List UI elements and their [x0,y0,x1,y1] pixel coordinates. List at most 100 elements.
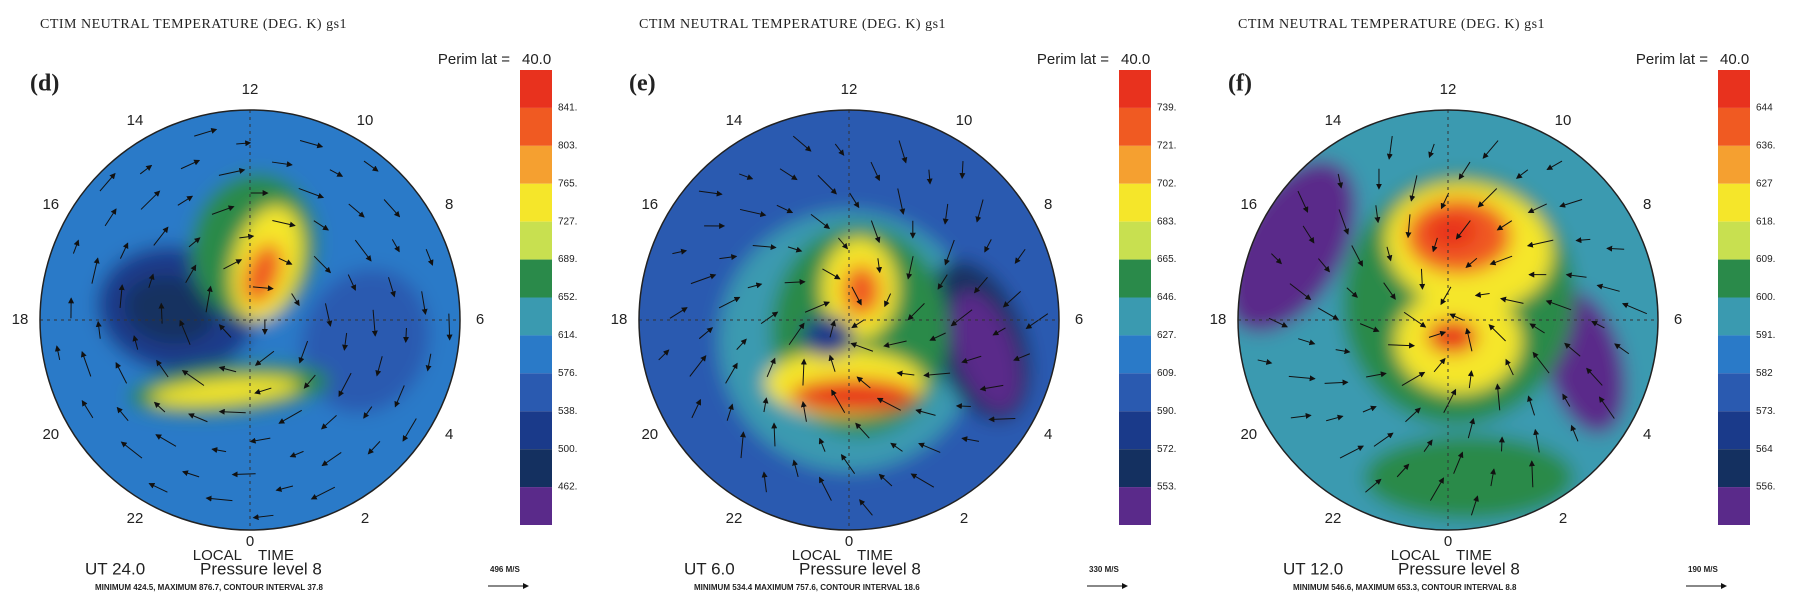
colorbar-label: 721. [1157,140,1176,151]
contour-region [790,379,916,413]
colorbar-label: 609. [1157,368,1176,379]
hour-label: 0 [845,533,853,550]
hour-label: 10 [956,112,973,129]
contour-region [1427,215,1477,249]
colorbar-label: 841. [558,103,577,114]
hour-label: 6 [476,311,484,328]
pressure-label: Pressure level 8 [1398,559,1520,578]
hour-label: 22 [127,510,144,527]
hour-label: 16 [1240,196,1257,213]
colorbar-label: 553. [1157,482,1176,493]
hour-label: 16 [42,196,59,213]
colorbar-label: 727. [558,216,577,227]
hour-label: 0 [246,533,254,550]
colorbar-label: 591. [1756,330,1775,341]
colorbar-swatch [1718,184,1750,222]
panel-label: (e) [629,71,656,97]
hour-label: 2 [361,510,369,527]
colorbar-swatch [1718,146,1750,184]
colorbar-swatch [1718,260,1750,298]
colorbar-label: 739. [1157,103,1176,114]
hour-label: 20 [641,426,658,443]
colorbar-label: 646. [1157,292,1176,303]
speed-label: 496 M/S [490,565,520,574]
perim-label: Perim lat = [438,51,510,68]
colorbar-swatch [1119,260,1151,298]
colorbar-swatch [1718,108,1750,146]
polar-field [1198,89,1679,551]
stats-label: MINIMUM 546.6, MAXIMUM 653.3, CONTOUR IN… [1293,583,1517,592]
stats-label: MINIMUM 424.5, MAXIMUM 876.7, CONTOUR IN… [95,583,323,592]
colorbar-swatch [1119,411,1151,449]
hour-label: 4 [1044,426,1052,443]
hour-label: 6 [1075,311,1083,328]
colorbar-label: 636. [1756,140,1775,151]
colorbar-swatch [520,260,552,298]
hour-label: 12 [242,81,259,98]
colorbar-swatch [1119,108,1151,146]
perim-value: 40.0 [1121,51,1150,68]
colorbar-label: 576. [558,368,577,379]
hour-label: 20 [1240,426,1257,443]
colorbar-label: 582 [1756,368,1773,379]
hour-label: 22 [1325,510,1342,527]
colorbar-swatch [1718,411,1750,449]
colorbar-label: 609. [1756,254,1775,265]
contour-region [843,265,881,315]
hour-label: 12 [1440,81,1457,98]
perim-label: Perim lat = [1636,51,1708,68]
wind-arrow [406,328,407,342]
panel: CTIM NEUTRAL TEMPERATURE (DEG. K) gs1(f)… [1198,17,1776,592]
colorbar-label: 689. [558,254,577,265]
hour-label: 14 [1325,112,1342,129]
colorbar-label: 564 [1756,444,1773,455]
colorbar-label: 572. [1157,444,1176,455]
hour-label: 0 [1444,533,1452,550]
ut-label: UT 6.0 [684,559,735,578]
stats-label: MINIMUM 534.4 MAXIMUM 757.6, CONTOUR INT… [694,583,920,592]
colorbar-label: 556. [1756,482,1775,493]
contour-region [803,316,853,358]
colorbar-label: 462. [558,482,577,493]
hour-label: 18 [611,311,628,328]
colorbar-swatch [1119,146,1151,184]
hour-label: 22 [726,510,743,527]
colorbar-label: 627. [1157,330,1176,341]
colorbar-swatch [1119,70,1151,108]
panel-title: CTIM NEUTRAL TEMPERATURE (DEG. K) gs1 [40,17,347,32]
hour-label: 6 [1674,311,1682,328]
colorbar-swatch [1718,298,1750,336]
colorbar-swatch [1119,184,1151,222]
colorbar-swatch [520,70,552,108]
field-blobs [1198,89,1679,551]
ut-label: UT 24.0 [85,559,145,578]
hour-label: 16 [641,196,658,213]
colorbar-label: 538. [558,406,577,417]
hour-label: 10 [357,112,374,129]
colorbar-label: 627 [1756,178,1773,189]
hour-label: 14 [726,112,743,129]
colorbar-swatch [1119,298,1151,336]
colorbar-swatch [520,487,552,525]
colorbar-swatch [1718,373,1750,411]
colorbar-label: 652. [558,292,577,303]
colorbar-label: 665. [1157,254,1176,265]
hour-label: 10 [1555,112,1572,129]
colorbar-swatch [520,335,552,373]
pressure-label: Pressure level 8 [799,559,921,578]
perim-value: 40.0 [522,51,551,68]
panel-title: CTIM NEUTRAL TEMPERATURE (DEG. K) gs1 [639,17,946,32]
colorbar-swatch [520,184,552,222]
hour-label: 8 [1044,196,1052,213]
hour-label: 20 [42,426,59,443]
panel-title: CTIM NEUTRAL TEMPERATURE (DEG. K) gs1 [1238,17,1545,32]
colorbar-label: 590. [1157,406,1176,417]
colorbar-swatch [1718,70,1750,108]
colorbar-swatch [520,373,552,411]
panel: CTIM NEUTRAL TEMPERATURE (DEG. K) gs1 (e)… [611,17,1177,592]
panel-label: (d) [30,71,59,97]
perim-value: 40.0 [1720,51,1749,68]
pressure-label: Pressure level 8 [200,559,322,578]
hour-label: 4 [1643,426,1651,443]
colorbar-swatch [1718,449,1750,487]
